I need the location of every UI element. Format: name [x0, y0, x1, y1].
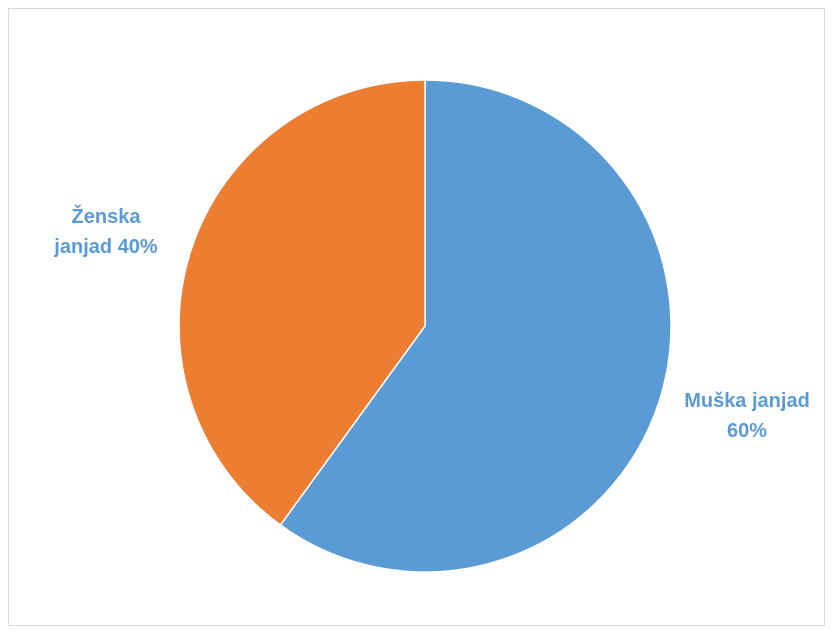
pie-slice-muska-janjad — [279, 79, 672, 573]
data-label-zenska-janjad: Ženska janjad 40% — [36, 202, 176, 262]
pie-slices — [178, 79, 672, 573]
data-label-muska-janjad-line2: 60% — [726, 420, 768, 442]
pie-slice-zenska-janjad — [178, 79, 426, 527]
data-label-muska-janjad-line1: Muška janjad — [684, 390, 810, 412]
data-label-zenska-janjad-line1: Ženska — [71, 206, 141, 228]
data-label-zenska-janjad-line2: janjad 40% — [54, 236, 158, 258]
data-label-muska-janjad: Muška janjad 60% — [672, 386, 822, 446]
